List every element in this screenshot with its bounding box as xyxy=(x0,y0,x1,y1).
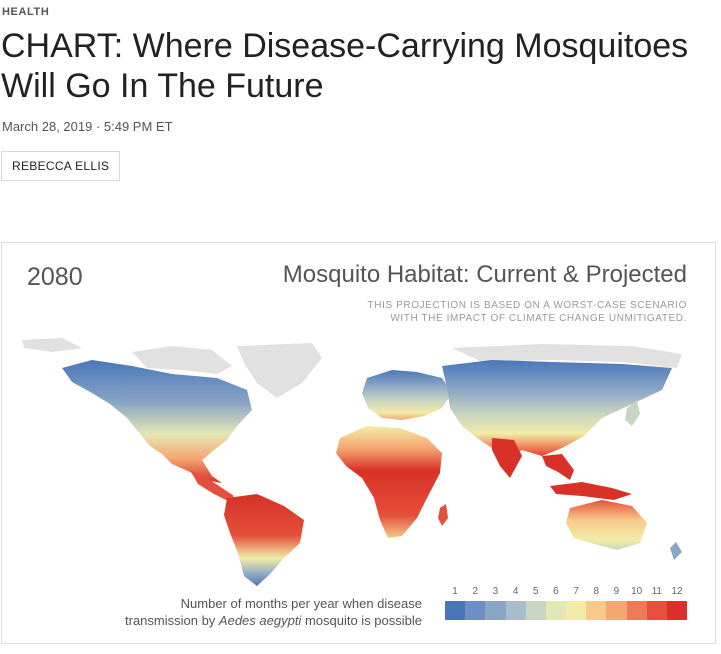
africa-region xyxy=(336,426,442,538)
legend-color-swatch xyxy=(545,601,567,620)
legend-month-label: 11 xyxy=(651,586,662,597)
legend-color-swatch xyxy=(566,601,587,620)
legend-month-label: 1 xyxy=(452,586,458,597)
legend-color-swatch xyxy=(465,601,486,620)
north-america-region xyxy=(62,360,252,483)
legend-color-swatch xyxy=(445,601,466,620)
legend-color-swatch xyxy=(646,601,667,620)
arctic-canada-region xyxy=(132,346,232,374)
legend-color-swatch xyxy=(525,601,546,620)
figure-subtitle-line-1: THIS PROJECTION IS BASED ON A WORST-CASE… xyxy=(367,300,687,311)
figure-title: Mosquito Habitat: Current & Projected xyxy=(282,261,687,288)
legend-month-label: 12 xyxy=(671,586,683,597)
madagascar-region xyxy=(438,504,448,526)
legend-color-swatch xyxy=(666,601,688,620)
south-america-region xyxy=(224,494,304,586)
central-america-region xyxy=(190,470,234,501)
legend-color-swatch xyxy=(606,601,627,620)
legend-color-swatch xyxy=(626,601,647,620)
section-label-link[interactable]: HEALTH xyxy=(2,6,50,18)
europe-region xyxy=(362,370,452,420)
figure-year: 2080 xyxy=(27,263,83,291)
legend-color-swatch xyxy=(586,601,607,620)
legend-color-scale xyxy=(445,601,688,620)
australia-region xyxy=(566,500,647,550)
legend-caption-suffix: mosquito is possible xyxy=(301,613,422,628)
legend-caption-line-1: Number of months per year when disease xyxy=(180,596,422,611)
legend-caption-prefix: transmission by xyxy=(125,613,219,628)
legend-month-label: 10 xyxy=(631,586,643,597)
legend-month-label: 7 xyxy=(573,586,579,597)
figure-subtitle-line-2: WITH THE IMPACT OF CLIMATE CHANGE UNMITI… xyxy=(390,313,687,324)
world-habitat-map xyxy=(22,338,682,586)
legend-color-swatch xyxy=(505,601,526,620)
antarctic-strip-region xyxy=(22,338,82,352)
japan-region xyxy=(625,400,640,426)
legend-caption: Number of months per year when disease t… xyxy=(42,595,422,629)
month-color-legend: 1 2 3 4 5 6 7 8 9 10 11 12 xyxy=(445,586,688,620)
legend-caption-species: Aedes aegypti xyxy=(218,613,302,628)
legend-month-label: 6 xyxy=(553,586,559,597)
new-zealand-region xyxy=(670,542,682,560)
legend-month-labels: 1 2 3 4 5 6 7 8 9 10 11 12 xyxy=(445,586,687,597)
legend-month-label: 5 xyxy=(532,586,539,597)
siberia-north-region xyxy=(452,344,682,368)
legend-month-label: 3 xyxy=(492,586,499,597)
map-figure: 2080 Mosquito Habitat: Current & Project… xyxy=(1,242,716,644)
legend-month-label: 9 xyxy=(613,586,620,597)
article-dateline: March 28, 2019 · 5:49 PM ET xyxy=(2,119,173,134)
legend-caption-line-2: transmission by Aedes aegypti mosquito i… xyxy=(42,612,422,629)
article-headline: CHART: Where Disease-Carrying Mosquitoes… xyxy=(1,27,689,105)
india-region xyxy=(492,438,522,478)
indonesia-region xyxy=(550,482,632,500)
legend-month-label: 8 xyxy=(593,586,600,597)
greenland-region xyxy=(237,343,322,398)
figure-subtitle: THIS PROJECTION IS BASED ON A WORST-CASE… xyxy=(287,299,687,325)
author-byline-link[interactable]: REBECCA ELLIS xyxy=(1,151,121,181)
legend-month-label: 4 xyxy=(512,586,519,597)
southeast-asia-region xyxy=(542,454,574,480)
asia-region xyxy=(442,360,672,458)
legend-month-label: 2 xyxy=(472,586,479,597)
legend-color-swatch xyxy=(485,601,506,620)
